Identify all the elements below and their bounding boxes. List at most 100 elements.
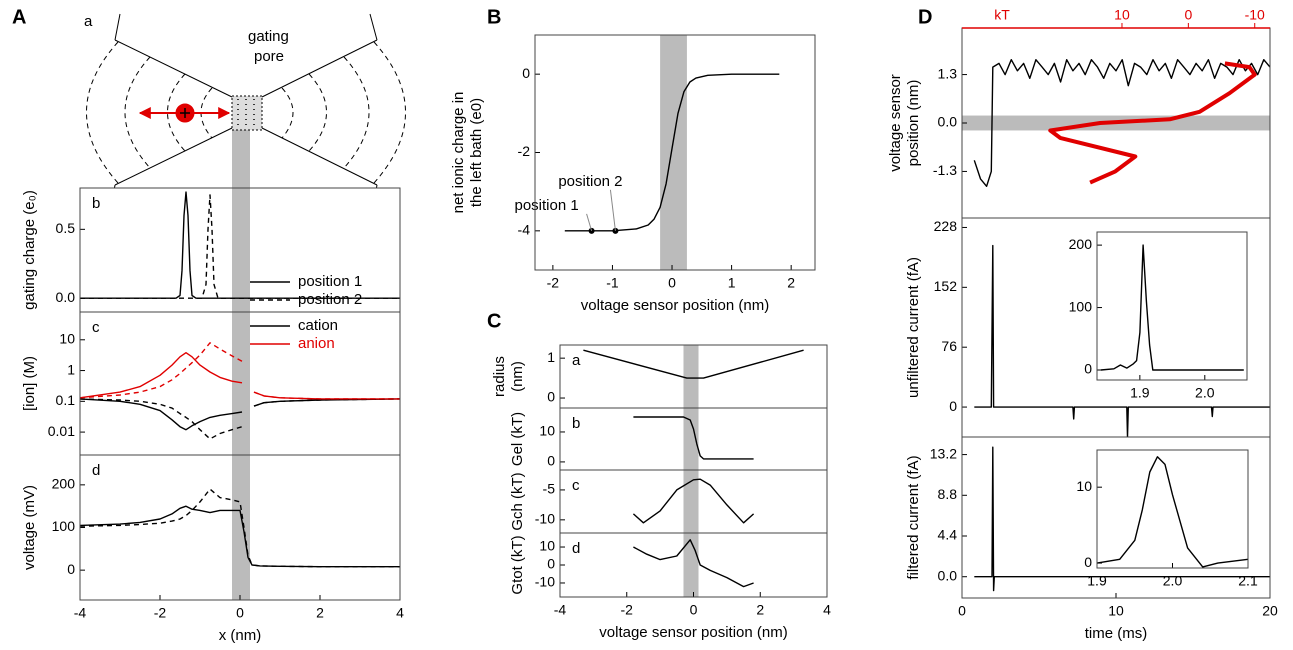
y-tick-label: 228 bbox=[934, 218, 958, 234]
y-axis-label: (nm) bbox=[509, 361, 526, 392]
data-line bbox=[633, 416, 754, 460]
x-tick-label: 0 bbox=[958, 603, 966, 619]
data-line bbox=[633, 539, 754, 588]
schematic-text: gating bbox=[248, 28, 289, 45]
x-tick-label: 2 bbox=[756, 602, 764, 618]
pore-band bbox=[232, 188, 250, 312]
panel-letter: D bbox=[918, 6, 932, 28]
data-line bbox=[1100, 244, 1244, 371]
panel-letter: B bbox=[487, 6, 501, 28]
y-tick-label: 0 bbox=[522, 65, 530, 81]
leader bbox=[586, 213, 593, 231]
data-line bbox=[80, 194, 400, 299]
pore-band bbox=[683, 470, 699, 533]
plot-frame bbox=[1096, 449, 1249, 569]
plot-area bbox=[1097, 450, 1248, 568]
y-tick-label: 200 bbox=[52, 476, 76, 492]
panel-letter: C bbox=[487, 310, 501, 332]
x2-tick-label: -10 bbox=[1245, 7, 1265, 23]
panel-label: c bbox=[92, 319, 100, 336]
pore-band bbox=[232, 455, 250, 600]
y-tick-label: 10 bbox=[59, 330, 75, 346]
x-tick-label: -2 bbox=[154, 605, 167, 621]
y-axis-label: Gel (kT) bbox=[509, 412, 526, 466]
x2-tick-label: 0 bbox=[1184, 7, 1192, 23]
panel-label: d bbox=[572, 540, 580, 557]
x-tick-label: -2 bbox=[621, 602, 634, 618]
panel-label: b bbox=[92, 195, 100, 212]
x-tick-label: 0 bbox=[690, 602, 698, 618]
y-tick-label: 100 bbox=[1069, 298, 1093, 314]
data-line bbox=[583, 349, 804, 379]
x-axis-label: time (ms) bbox=[1085, 625, 1148, 642]
y-tick-label: 0 bbox=[1084, 361, 1092, 377]
data-line bbox=[974, 446, 1270, 592]
y-tick-label: 10 bbox=[539, 538, 555, 554]
x-axis-label: voltage sensor position (nm) bbox=[581, 297, 769, 314]
point-label: position 2 bbox=[558, 173, 622, 190]
y-tick-label: 4.4 bbox=[938, 527, 958, 543]
panel-label: d bbox=[92, 462, 100, 479]
leader bbox=[609, 189, 616, 231]
x-tick-label: 20 bbox=[1262, 603, 1278, 619]
x-tick-label: 1 bbox=[728, 275, 736, 291]
x-tick-label: -1 bbox=[606, 275, 619, 291]
data-line bbox=[79, 488, 400, 568]
y-tick-label: 0 bbox=[547, 389, 555, 405]
y-tick-label: 0.0 bbox=[56, 289, 76, 305]
panel-label: a bbox=[572, 352, 581, 369]
y-tick-label: 100 bbox=[52, 518, 76, 534]
panel-label: c bbox=[572, 477, 580, 494]
y-tick-label: 10 bbox=[539, 423, 555, 439]
y-tick-label: 0 bbox=[1084, 554, 1092, 570]
y-axis-label: net ionic charge in bbox=[450, 92, 467, 214]
pore-band bbox=[232, 312, 250, 455]
panel-label: b bbox=[572, 415, 580, 432]
data-line bbox=[79, 505, 400, 568]
legend-label: cation bbox=[298, 317, 338, 334]
y-tick-label: -10 bbox=[535, 574, 555, 590]
y-tick-label: 76 bbox=[941, 338, 957, 354]
y-tick-label: 10 bbox=[1076, 478, 1092, 494]
x2-tick-label: 10 bbox=[1114, 7, 1130, 23]
plot-frame bbox=[79, 454, 401, 601]
y-tick-label: 152 bbox=[934, 278, 958, 294]
y-tick-label: 0.1 bbox=[56, 392, 76, 408]
panel-letter: A bbox=[12, 6, 26, 28]
pore-band bbox=[660, 35, 687, 270]
x-tick-label: 1.9 bbox=[1130, 385, 1150, 401]
x-tick-label: -4 bbox=[554, 602, 567, 618]
y-tick-label: -2 bbox=[518, 143, 531, 159]
y-axis-label: gating charge (e₀) bbox=[21, 190, 38, 310]
y-axis-label: radius bbox=[491, 356, 508, 397]
x2-label: kT bbox=[994, 7, 1010, 23]
y-tick-label: 1.3 bbox=[938, 65, 958, 81]
x-tick-label: 2.1 bbox=[1238, 573, 1258, 589]
x-tick-label: -4 bbox=[74, 605, 87, 621]
y-axis-label: [ion] (M) bbox=[21, 356, 38, 411]
data-line bbox=[973, 59, 1271, 187]
y-tick-label: 0 bbox=[949, 398, 957, 414]
plot-frame bbox=[961, 436, 1271, 599]
plot-frame bbox=[1096, 231, 1248, 381]
point-label: position 1 bbox=[514, 197, 578, 214]
data-line bbox=[79, 342, 400, 400]
y-tick-label: 0.01 bbox=[48, 423, 75, 439]
legend-label: anion bbox=[298, 335, 335, 352]
plot-frame bbox=[534, 34, 816, 271]
x-tick-label: 2 bbox=[316, 605, 324, 621]
plot-area bbox=[1097, 232, 1247, 380]
data-line bbox=[1096, 456, 1249, 568]
y-tick-label: 0.0 bbox=[938, 567, 958, 583]
data-line bbox=[80, 191, 400, 299]
y-axis-label: position (nm) bbox=[905, 80, 922, 167]
y-tick-label: 0 bbox=[547, 556, 555, 572]
x-tick-label: 10 bbox=[1108, 603, 1124, 619]
y-tick-label: 0 bbox=[547, 453, 555, 469]
x-tick-label: -2 bbox=[547, 275, 560, 291]
x-tick-label: 0 bbox=[668, 275, 676, 291]
y-axis-label: Gtot (kT) bbox=[509, 535, 526, 594]
x-tick-label: 2 bbox=[787, 275, 795, 291]
data-line bbox=[632, 478, 755, 524]
